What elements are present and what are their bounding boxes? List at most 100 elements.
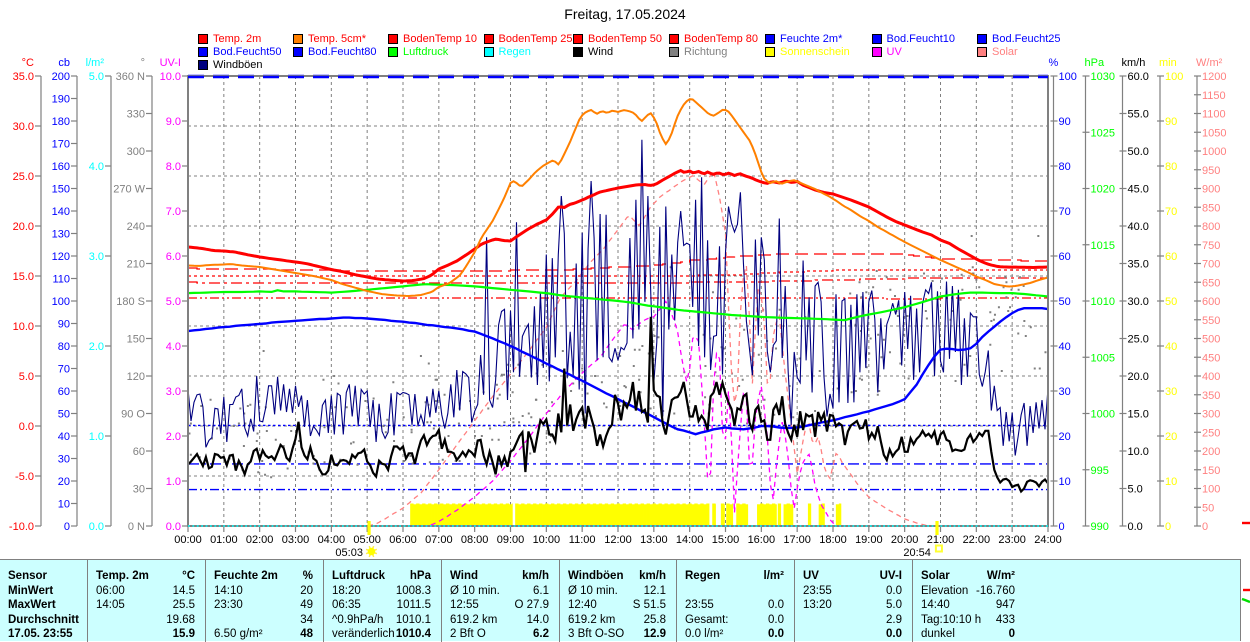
table-cell-value: 1008.3 [395,584,431,597]
series-solar [188,169,1048,527]
clipped-chart-fragment [1241,521,1250,604]
table-cell-value: 48 [300,628,313,640]
tick-label: 210 [127,259,145,271]
legend-label: Bod.Feucht50 [213,45,282,58]
table-separator [205,560,206,642]
wind-direction-dot [350,442,353,445]
tick-label: 750 [1202,240,1220,252]
tick-label: -5.0 [15,471,34,483]
table-cell-value: 6.2 [533,628,549,640]
wind-direction-dot [1019,276,1022,279]
axis-temp: °C -10.0 -5.0 0.0 5.0 10.0 15.0 20.0 25.0 30.0 35.… [9,57,42,533]
tick-label: 200 [1202,446,1220,458]
page-title: Freitag, 17.05.2024 [564,6,686,22]
axis-unit-cb: cb [58,57,70,69]
table-cell-value: 5.0 [886,599,902,611]
series-feuchte2m [187,307,1049,436]
legend-color-box [573,33,583,44]
sunshine-bar [777,503,782,525]
legend-color-box [669,46,679,57]
table-cell-label: dunkel [921,628,955,640]
wind-direction-dot [997,306,1000,309]
axis-unit-dir: ° [141,57,145,69]
wind-direction-dot [743,328,746,331]
tick-label: 0.0 [89,521,104,533]
tick-label: 250 [1202,427,1220,439]
tick-label: 1005 [1091,352,1115,364]
wind-direction-dot [503,421,506,424]
sunshine-bar [434,503,438,525]
axis-cb: cb 0 10 20 30 40 50 60 70 80 90 100 110 120 130 140 150 1… [52,57,78,533]
table-header-label: Solar [921,569,950,582]
wind-direction-dot [188,432,191,435]
table-cell-value: 12.1 [643,584,666,597]
tick-label: 0 [1059,521,1065,533]
wind-direction-dot [860,296,863,299]
sunshine-bar [484,504,489,525]
tick-label: 30.0 [13,121,34,133]
wind-direction-dot [352,441,355,444]
wind-direction-dot [434,400,437,402]
wind-direction-dot [428,461,431,464]
wind-direction-dot [436,378,439,381]
sunshine-bar [533,503,537,525]
wind-direction-dot [393,440,396,442]
sunshine-bar [697,504,701,525]
sunshine-bar [676,503,680,525]
tick-label: 110 [52,274,70,286]
table-header-unit: l/m² [763,569,784,582]
sunshine-bar [643,504,647,525]
wind-direction-dot [633,348,636,351]
sunshine-bar [589,504,594,525]
table-row-name: 17.05. 23:55 [8,628,73,640]
sunshine-bar [446,503,450,525]
wind-direction-dot [1010,288,1013,291]
sunshine-bar [496,504,501,525]
x-tick-label: 13:00 [640,534,668,546]
sunshine-bar [792,503,794,525]
wind-direction-dot [282,445,285,447]
series-wind [187,316,1049,494]
sunshine-bar [440,503,444,525]
sunshine-bar [649,504,653,525]
sunshine-bar [739,504,743,525]
wind-direction-dot [216,427,219,430]
tick-label: 0.0 [166,521,181,533]
tick-label: 60 [133,446,145,458]
wind-direction-dot [961,288,964,291]
wind-direction-dot [902,333,905,336]
sunshine-bar [691,504,695,525]
wind-direction-dot [429,421,432,424]
tick-label: 80 [1059,161,1071,173]
sunshine-bar [768,504,773,525]
legend-color-box [388,46,398,57]
x-tick-label: 20:00 [891,534,919,546]
table-cell-label: 6.50 g/m² [214,628,263,640]
wind-direction-dot [561,350,564,352]
wind-direction-dot [907,377,910,380]
wind-direction-dot [198,456,201,459]
table-cell-label: 23:55 [685,599,714,611]
tick-label: 1200 [1202,71,1226,83]
wind-direction-dot [392,381,395,384]
legend-label: Feuchte 2m* [780,32,843,45]
wind-direction-dot [384,431,387,434]
wind-direction-dot [512,421,515,424]
wind-direction-dot [638,348,641,351]
wind-direction-dot [337,382,340,385]
wind-direction-dot [814,410,817,412]
axis-unit-hum: % [1049,57,1059,69]
wind-direction-dot [669,266,672,269]
wind-direction-dot [861,378,864,381]
tick-label: 35.0 [13,71,34,83]
table-cell-label: 3 Bft O-SO [568,628,625,640]
tick-label: 4.0 [166,341,181,353]
wind-direction-dot [1022,285,1025,287]
wind-direction-dot [255,440,258,442]
wind-direction-dot [653,335,656,337]
table-row-name: MinWert [8,584,54,597]
wind-direction-dot [551,401,554,404]
wind-direction-dot [735,317,738,320]
sunshine-bar [682,503,686,525]
